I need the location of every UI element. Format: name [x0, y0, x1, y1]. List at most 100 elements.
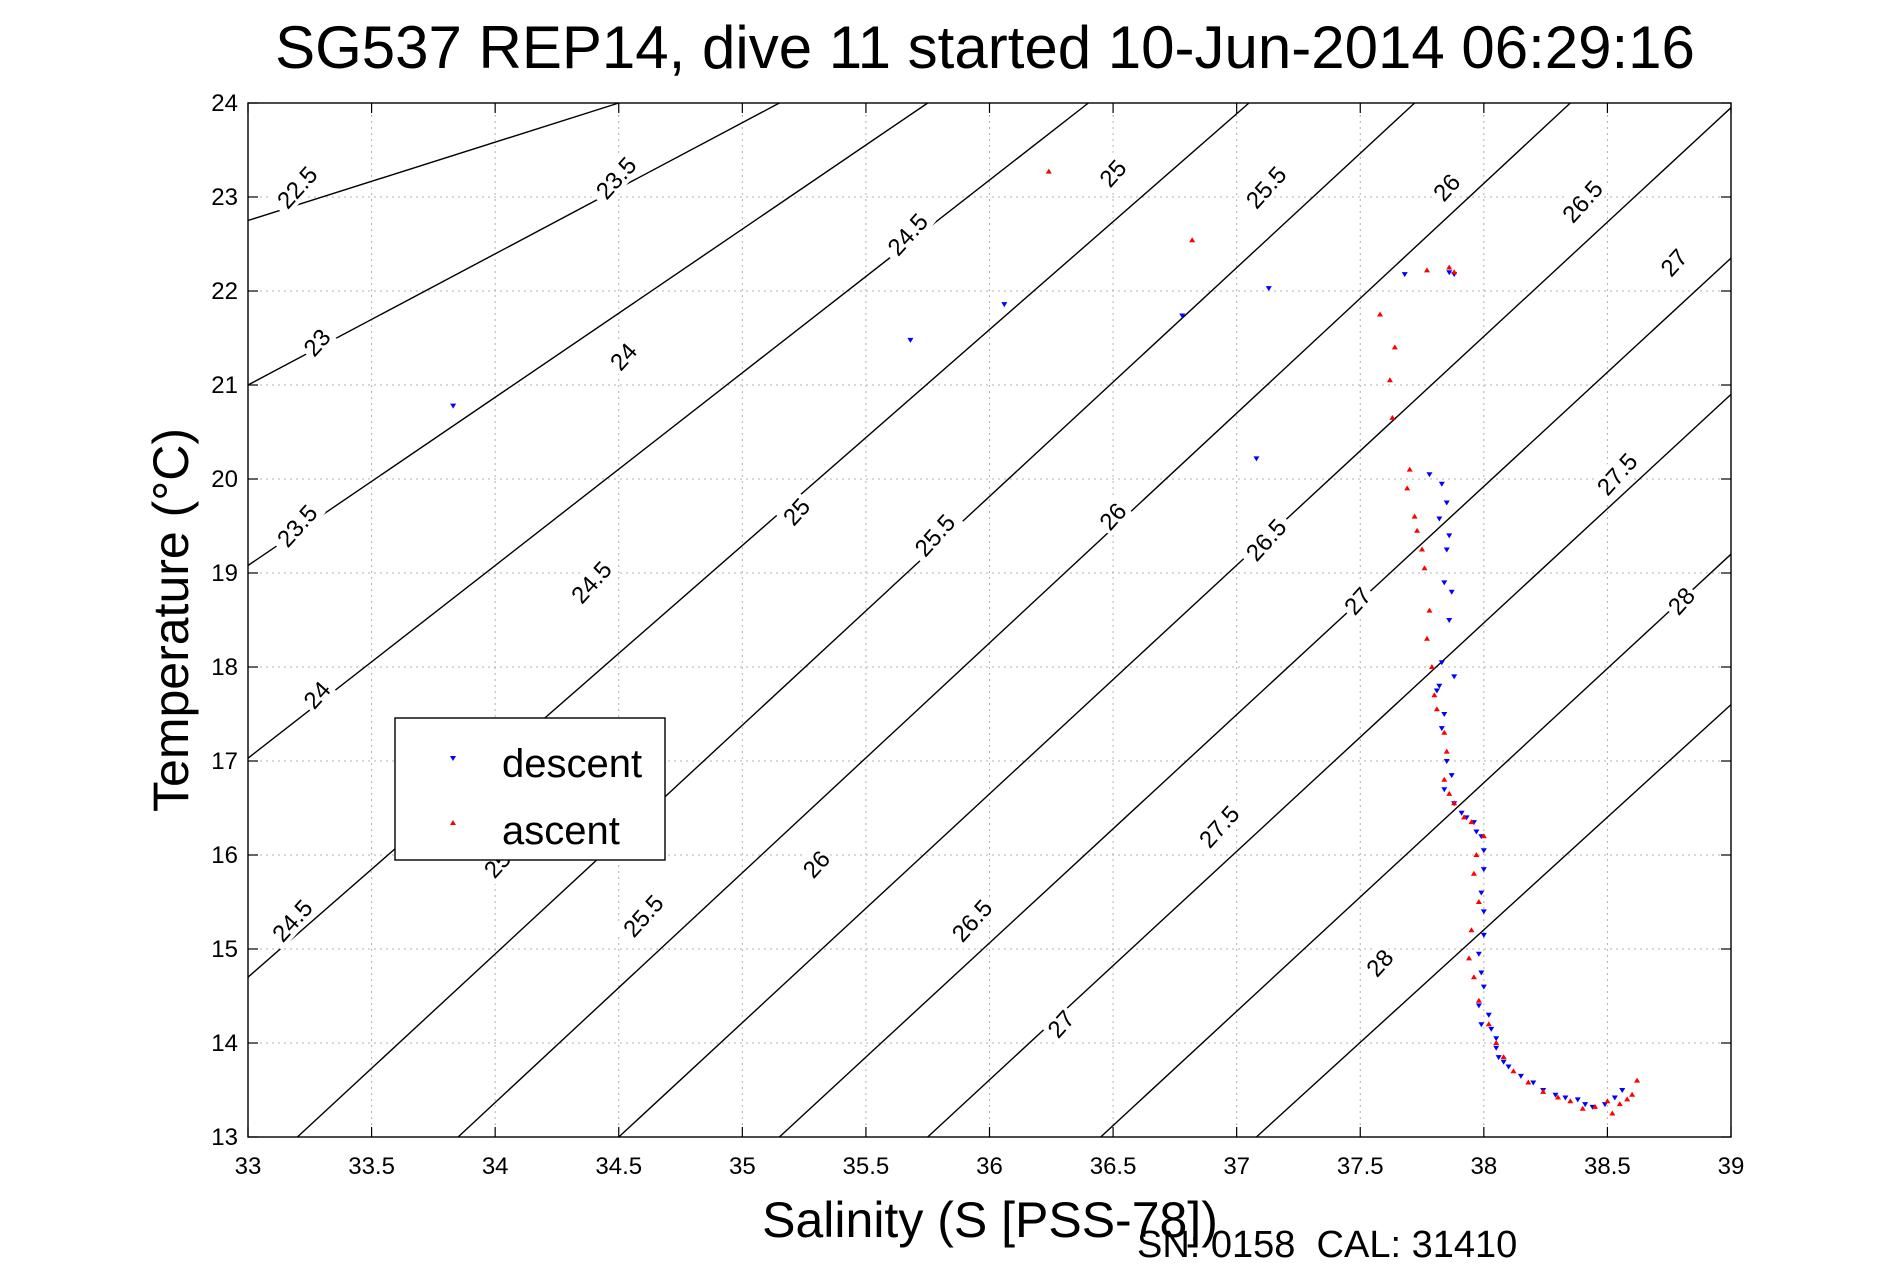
legend-descent-marker	[450, 756, 456, 761]
y-tick-label: 18	[211, 654, 238, 681]
descent-point	[1441, 580, 1448, 586]
descent-point	[1493, 1036, 1500, 1042]
grid	[248, 103, 1731, 1137]
descent-point	[1488, 1026, 1495, 1032]
contour-label-bg	[262, 889, 321, 951]
y-tick-label: 14	[211, 1030, 238, 1057]
descent-point	[1253, 456, 1260, 462]
contour-label-group: 27.5	[1587, 443, 1646, 504]
contour-label-group: 25.5	[905, 504, 964, 565]
ascent-point	[1377, 311, 1384, 317]
ascent-point	[1480, 833, 1487, 839]
contour-label: 26	[798, 846, 836, 884]
descent-point	[1611, 1095, 1618, 1101]
density-contour-line	[618, 107, 1732, 1138]
descent-point	[1530, 1080, 1537, 1086]
legend-box	[394, 717, 666, 861]
descent-point	[1505, 1064, 1512, 1070]
ascent-point	[1419, 546, 1426, 552]
x-tick-label: 36	[976, 1153, 1003, 1180]
ascent-point	[1609, 1110, 1616, 1116]
contour-label-bg	[1660, 579, 1702, 622]
ascent-point	[1579, 1105, 1586, 1111]
legend: descent ascent	[394, 717, 666, 861]
ascent-point	[1045, 168, 1052, 174]
ascent-point	[1391, 344, 1398, 350]
descent-point	[1562, 1095, 1569, 1101]
descent-point	[1438, 660, 1445, 666]
contour-label-bg	[905, 504, 964, 565]
descent-point	[1436, 516, 1443, 522]
contour-label-group: 27	[1040, 1002, 1081, 1045]
ascent-point	[1475, 997, 1482, 1003]
ascent-point	[1461, 814, 1468, 820]
descent-point	[1478, 890, 1485, 896]
contour-label: 26	[1428, 169, 1466, 207]
x-tick-label: 33	[235, 1153, 262, 1180]
density-contour-line	[778, 257, 1732, 1138]
descent-point	[1601, 1102, 1608, 1108]
contour-label-bg	[942, 889, 1001, 951]
descent-point	[1448, 589, 1455, 595]
density-contour-line	[247, 102, 1089, 759]
ascent-point	[1616, 1101, 1623, 1107]
descent-point	[1480, 848, 1487, 854]
descent-point	[1500, 1059, 1507, 1065]
contour-label-bg	[1587, 443, 1646, 504]
descent-point	[1493, 1045, 1500, 1051]
contour-label-bg	[1091, 152, 1133, 194]
ascent-point	[1386, 377, 1393, 383]
contour-label-group: 26	[1091, 495, 1133, 537]
x-tick-label: 35	[729, 1153, 756, 1180]
contour-label-bg	[878, 203, 937, 265]
ascent-point	[1567, 1098, 1574, 1104]
y-tick-label: 17	[211, 748, 238, 775]
ascent-point	[1624, 1096, 1631, 1102]
ascent-point	[1500, 1054, 1507, 1060]
ascent-point	[1540, 1088, 1547, 1094]
contour-label-bg	[561, 551, 620, 612]
contour-label-bg	[1236, 156, 1295, 218]
ascent-point	[1634, 1077, 1641, 1083]
descent-point	[1438, 726, 1445, 732]
density-contour-labels: 22.52323.52424.523.52424.52524.52525.525…	[262, 147, 1702, 1045]
y-tick-label: 23	[211, 184, 238, 211]
contour-label: 27	[1656, 244, 1694, 282]
contour-label: 23	[299, 324, 337, 362]
contour-label-bg	[1552, 170, 1612, 232]
density-contour-line	[296, 102, 1416, 1138]
y-tick-label: 21	[211, 372, 238, 399]
contour-label-group: 26	[1425, 166, 1467, 208]
ascent-point	[1468, 927, 1475, 933]
descent-point	[1443, 500, 1450, 506]
y-tick-label: 22	[211, 278, 238, 305]
x-axis-label: Salinity (S [PSS-78])	[762, 1192, 1218, 1248]
ascent-point	[1443, 748, 1450, 754]
ascent-point	[1468, 819, 1475, 825]
contour-label-bg	[1040, 1002, 1081, 1045]
descent-point	[1001, 302, 1008, 308]
contour-label-bg	[296, 321, 337, 363]
contour-label-bg	[1358, 941, 1400, 984]
ascent-point	[1423, 267, 1430, 273]
descent-point	[1426, 472, 1433, 478]
contour-label-group: 24	[296, 673, 337, 716]
y-tick-label: 19	[211, 560, 238, 587]
ascent-point	[1404, 485, 1411, 491]
x-tick-label: 37	[1223, 1153, 1250, 1180]
ascent-point	[1592, 1103, 1599, 1109]
contour-label: 27	[1043, 1006, 1081, 1044]
axis-ticks: 33 33.5 34 34.5 35 35.5 36 36.5 37 37.5 38 38.5 39 13…	[211, 90, 1744, 1180]
descent-point	[450, 403, 457, 409]
contour-label: 25	[1095, 155, 1133, 193]
descent-point	[1478, 1022, 1485, 1028]
descent-point	[1265, 286, 1272, 292]
x-tick-label: 39	[1718, 1153, 1745, 1180]
sensor-footnote: SN: 0158 CAL: 31410	[1137, 1224, 1517, 1262]
descent-point	[907, 337, 914, 343]
descent-point	[1475, 951, 1482, 957]
contour-label-group: 25	[1091, 152, 1133, 194]
contour-label-group: 22.5	[267, 156, 326, 218]
contour-label-bg	[267, 495, 326, 556]
